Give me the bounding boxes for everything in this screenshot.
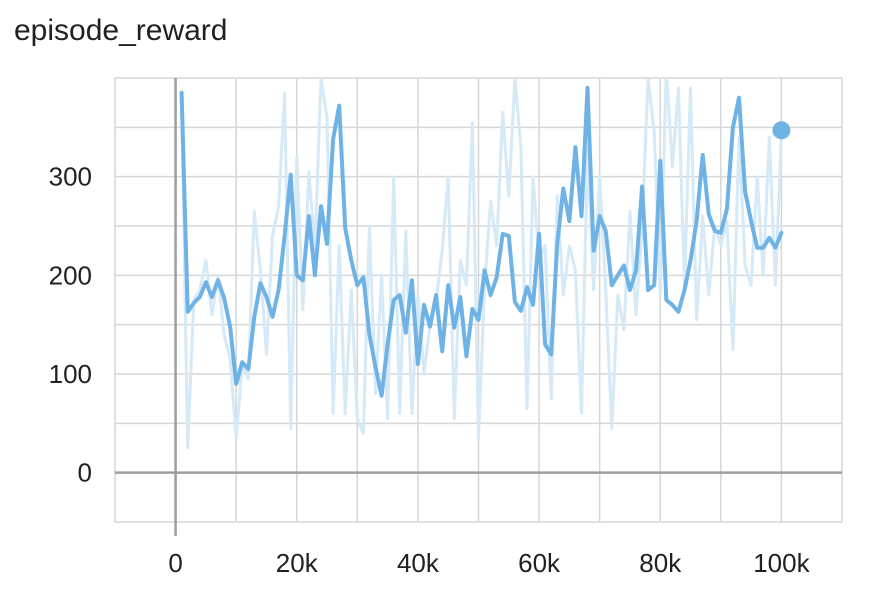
smoothed-series-line: [179, 85, 784, 398]
x-tick-label: 0: [168, 548, 182, 578]
y-tick-label: 200: [49, 260, 92, 290]
series-layer: [179, 78, 791, 450]
y-tick-label: 0: [78, 458, 92, 488]
x-tick-label: 80k: [639, 548, 682, 578]
y-tick-label: 300: [49, 162, 92, 192]
raw-series-line: [180, 78, 783, 450]
x-tick-label: 60k: [518, 548, 561, 578]
x-tick-label: 40k: [397, 548, 440, 578]
axis-layer: [115, 78, 842, 536]
chart-title: episode_reward: [14, 14, 228, 47]
y-tick-label: 100: [49, 359, 92, 389]
x-tick-label: 100k: [753, 548, 810, 578]
series-endpoint-marker: [772, 121, 791, 140]
tick-labels: 0 20k 40k 60k 80k 100k 0 100 200 300: [49, 162, 811, 578]
x-tick-label: 20k: [276, 548, 319, 578]
